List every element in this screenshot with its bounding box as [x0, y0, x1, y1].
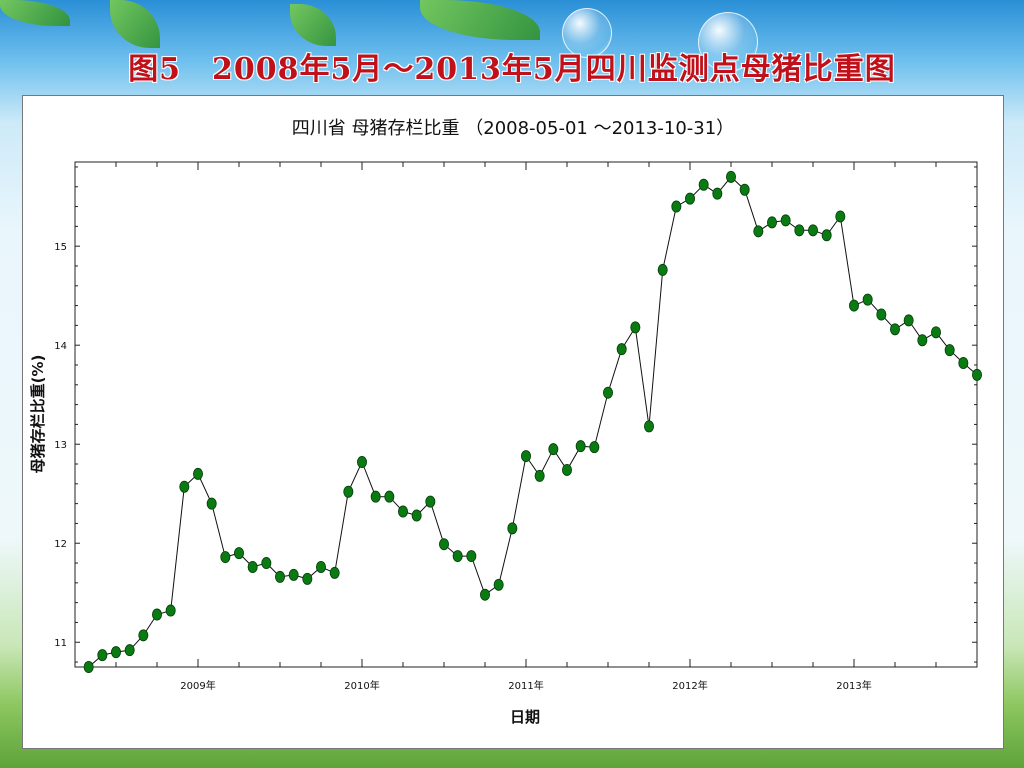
data-point	[493, 578, 504, 591]
data-point	[712, 187, 723, 200]
data-point	[151, 608, 162, 621]
y-tick-label: 15	[54, 242, 67, 253]
bubble-decoration	[698, 12, 758, 72]
data-point	[972, 368, 983, 381]
data-point	[944, 344, 955, 357]
data-point	[808, 224, 819, 237]
data-point	[589, 441, 600, 454]
data-point	[466, 550, 477, 563]
data-point	[548, 443, 559, 456]
x-tick-label: 2012年	[672, 679, 707, 692]
data-point	[411, 509, 422, 522]
data-point	[849, 299, 860, 312]
data-point	[302, 572, 313, 585]
data-point	[111, 646, 122, 659]
data-point	[520, 450, 531, 463]
data-point	[835, 210, 846, 223]
y-axis-label: 母猪存栏比重(%)	[29, 355, 47, 474]
data-point	[315, 560, 326, 573]
data-point	[780, 214, 791, 227]
data-point	[562, 463, 573, 476]
series-line	[88, 176, 978, 668]
data-point	[616, 343, 627, 356]
bubble-decoration	[562, 8, 612, 58]
data-point	[233, 547, 244, 560]
data-point	[767, 216, 778, 229]
data-points	[83, 170, 983, 674]
data-point	[97, 649, 108, 662]
data-point	[438, 538, 449, 551]
x-axis: 2009年 2010年 2011年 2012年 2013年	[74, 162, 978, 692]
data-point	[288, 568, 299, 581]
data-point	[876, 308, 887, 321]
data-point	[206, 497, 217, 510]
data-point	[274, 570, 285, 583]
data-point	[220, 551, 231, 564]
x-tick-label: 2011年	[508, 679, 543, 692]
data-point	[192, 467, 203, 480]
data-point	[630, 321, 641, 334]
data-point	[917, 334, 928, 347]
data-point	[644, 420, 655, 433]
data-point	[384, 490, 395, 503]
data-point	[261, 557, 272, 570]
data-point	[726, 170, 737, 183]
y-tick-label: 13	[54, 440, 67, 451]
data-point	[165, 604, 176, 617]
slide-title: 图5 2008年5月～2013年5月四川监测点母猪比重图	[128, 52, 896, 87]
data-point	[179, 480, 190, 493]
data-point	[452, 550, 463, 563]
data-point	[603, 386, 614, 399]
x-tick-label: 2009年	[180, 679, 215, 692]
y-axis: 11 12 13 14 15	[54, 166, 977, 663]
chart-title: 四川省 母猪存栏比重 （2008-05-01 ～2013-10-31）	[292, 118, 734, 139]
data-point	[138, 629, 149, 642]
x-axis-label: 日期	[510, 708, 540, 726]
data-point	[397, 505, 408, 518]
data-point	[794, 224, 805, 237]
y-tick-label: 14	[54, 341, 67, 352]
data-point	[507, 522, 518, 535]
data-point	[821, 229, 832, 242]
data-point	[753, 225, 764, 238]
data-point	[343, 485, 354, 498]
data-point	[739, 183, 750, 196]
chart-panel: 四川省 母猪存栏比重 （2008-05-01 ～2013-10-31） 11 12…	[22, 95, 1004, 749]
data-point	[958, 357, 969, 370]
data-point	[370, 490, 381, 503]
data-point	[247, 560, 258, 573]
data-point	[575, 440, 586, 453]
data-point	[698, 178, 709, 191]
data-point	[356, 456, 367, 469]
data-point	[931, 326, 942, 339]
data-point	[685, 192, 696, 205]
data-point	[124, 644, 135, 657]
data-point	[534, 469, 545, 482]
y-tick-label: 12	[54, 539, 67, 550]
data-point	[903, 314, 914, 327]
line-chart: 四川省 母猪存栏比重 （2008-05-01 ～2013-10-31） 11 12…	[29, 118, 983, 726]
plot-frame	[74, 161, 978, 668]
data-point	[329, 566, 340, 579]
data-point	[657, 263, 668, 276]
data-point	[83, 661, 94, 674]
data-point	[671, 200, 682, 213]
data-point	[425, 495, 436, 508]
data-point	[862, 293, 873, 306]
data-point	[479, 588, 490, 601]
data-point	[890, 323, 901, 336]
x-tick-label: 2013年	[836, 679, 871, 692]
x-tick-label: 2010年	[344, 679, 379, 692]
y-tick-label: 11	[54, 638, 67, 649]
